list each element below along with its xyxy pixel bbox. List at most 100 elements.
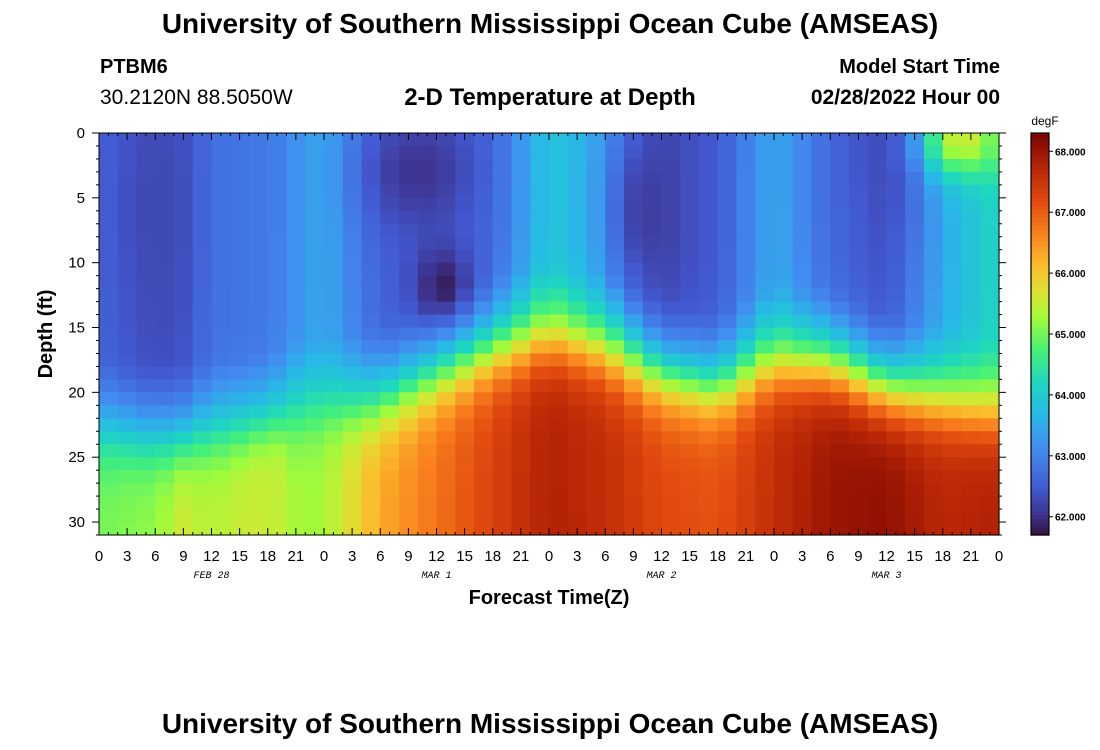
heatmap-cell — [680, 171, 700, 186]
heatmap-cell — [624, 210, 644, 225]
heatmap-cell — [99, 379, 119, 393]
x-tick-label: 21 — [738, 548, 755, 565]
heatmap-cell — [661, 470, 681, 484]
heatmap-cell — [924, 288, 944, 303]
heatmap-cell — [867, 366, 888, 380]
heatmap-cell — [849, 366, 869, 380]
heatmap-cell — [249, 366, 269, 380]
heatmap-cell — [117, 353, 138, 368]
heatmap-cell — [792, 210, 813, 225]
heatmap-cell — [267, 379, 288, 393]
heatmap-cell — [961, 470, 981, 484]
heatmap-cell — [174, 457, 194, 471]
heatmap-cell — [492, 275, 513, 290]
heatmap-cell — [961, 418, 981, 432]
heatmap-cell — [99, 405, 119, 419]
heatmap-cell — [417, 210, 438, 225]
heatmap-cell — [980, 145, 1000, 160]
heatmap-cell — [567, 223, 588, 238]
heatmap-cell — [324, 444, 344, 458]
heatmap-cell — [905, 145, 925, 160]
heatmap-cell — [755, 223, 775, 238]
heatmap-cell — [117, 366, 138, 380]
heatmap-cell — [736, 470, 756, 484]
heatmap-cell — [736, 184, 756, 199]
heatmap-cell — [249, 184, 269, 199]
heatmap-cell — [980, 184, 1000, 199]
heatmap-cell — [155, 301, 175, 316]
colorbar-segment — [1031, 153, 1049, 158]
heatmap-cell — [942, 522, 963, 536]
heatmap-cell — [361, 184, 381, 199]
heatmap-cell — [380, 444, 400, 458]
heatmap-cell — [830, 301, 850, 316]
heatmap-cell — [680, 145, 700, 160]
heatmap-cell — [567, 379, 588, 393]
heatmap-cell — [155, 223, 175, 238]
heatmap-cell — [624, 405, 644, 419]
y-tick-label: 0 — [77, 125, 85, 142]
heatmap-cell — [867, 470, 888, 484]
heatmap-cell — [980, 197, 1000, 212]
heatmap-cell — [792, 327, 813, 342]
heatmap-cell — [661, 171, 681, 186]
heatmap-cell — [417, 392, 438, 406]
model-start-label: Model Start Time — [839, 56, 1000, 78]
heatmap-cell — [755, 353, 775, 368]
heatmap-cell — [305, 145, 325, 160]
heatmap-cell — [192, 405, 213, 419]
x-tick-label: 0 — [545, 548, 553, 565]
heatmap-cell — [830, 158, 850, 173]
heatmap-cell — [530, 392, 550, 406]
heatmap-cell — [717, 327, 738, 342]
colorbar-segment — [1031, 301, 1049, 307]
heatmap-cell — [549, 379, 569, 393]
heatmap-cell — [942, 210, 963, 225]
heatmap-cell — [99, 288, 119, 303]
heatmap-cell — [830, 275, 850, 290]
heatmap-cell — [511, 392, 531, 406]
heatmap-cell — [380, 418, 400, 432]
heatmap-cell — [717, 522, 738, 536]
heatmap-cell — [774, 249, 794, 264]
heatmap-cell — [774, 496, 794, 510]
x-tick-label: 15 — [456, 548, 473, 565]
colorbar-tick-label: 67.000 — [1055, 208, 1086, 219]
heatmap-cell — [849, 496, 869, 510]
heatmap-cell — [136, 145, 156, 160]
heatmap-cell — [924, 145, 944, 160]
heatmap-cell — [286, 340, 306, 355]
heatmap-cell — [942, 379, 963, 393]
x-tick-label: 0 — [995, 548, 1003, 565]
heatmap-cell — [230, 405, 250, 419]
heatmap-cell — [567, 483, 588, 497]
heatmap-cell — [867, 275, 888, 290]
heatmap-cell — [567, 262, 588, 277]
heatmap-cell — [249, 262, 269, 277]
heatmap-cell — [605, 184, 625, 199]
heatmap-cell — [492, 327, 513, 342]
heatmap-cell — [399, 405, 419, 419]
heatmap-cell — [680, 249, 700, 264]
heatmap-cell — [399, 431, 419, 445]
heatmap-cell — [361, 133, 381, 147]
heatmap-cell — [924, 275, 944, 290]
heatmap-cell — [549, 353, 569, 368]
heatmap-cell — [567, 366, 588, 380]
heatmap-cell — [267, 197, 288, 212]
station-coordinates: 30.2120N 88.5050W — [100, 86, 293, 109]
heatmap-cell — [117, 158, 138, 173]
colorbar-segment — [1031, 474, 1049, 480]
heatmap-cell — [286, 418, 306, 432]
heatmap-cell — [511, 262, 531, 277]
colorbar-segment — [1031, 265, 1049, 271]
x-tick-label: 12 — [203, 548, 220, 565]
heatmap-cell — [286, 405, 306, 419]
heatmap-cell — [942, 171, 963, 186]
heatmap-cell — [380, 470, 400, 484]
heatmap-cell — [980, 379, 1000, 393]
x-tick-label: 9 — [179, 548, 187, 565]
x-tick-label: 18 — [934, 548, 951, 565]
heatmap-cell — [399, 483, 419, 497]
heatmap-cell — [305, 275, 325, 290]
